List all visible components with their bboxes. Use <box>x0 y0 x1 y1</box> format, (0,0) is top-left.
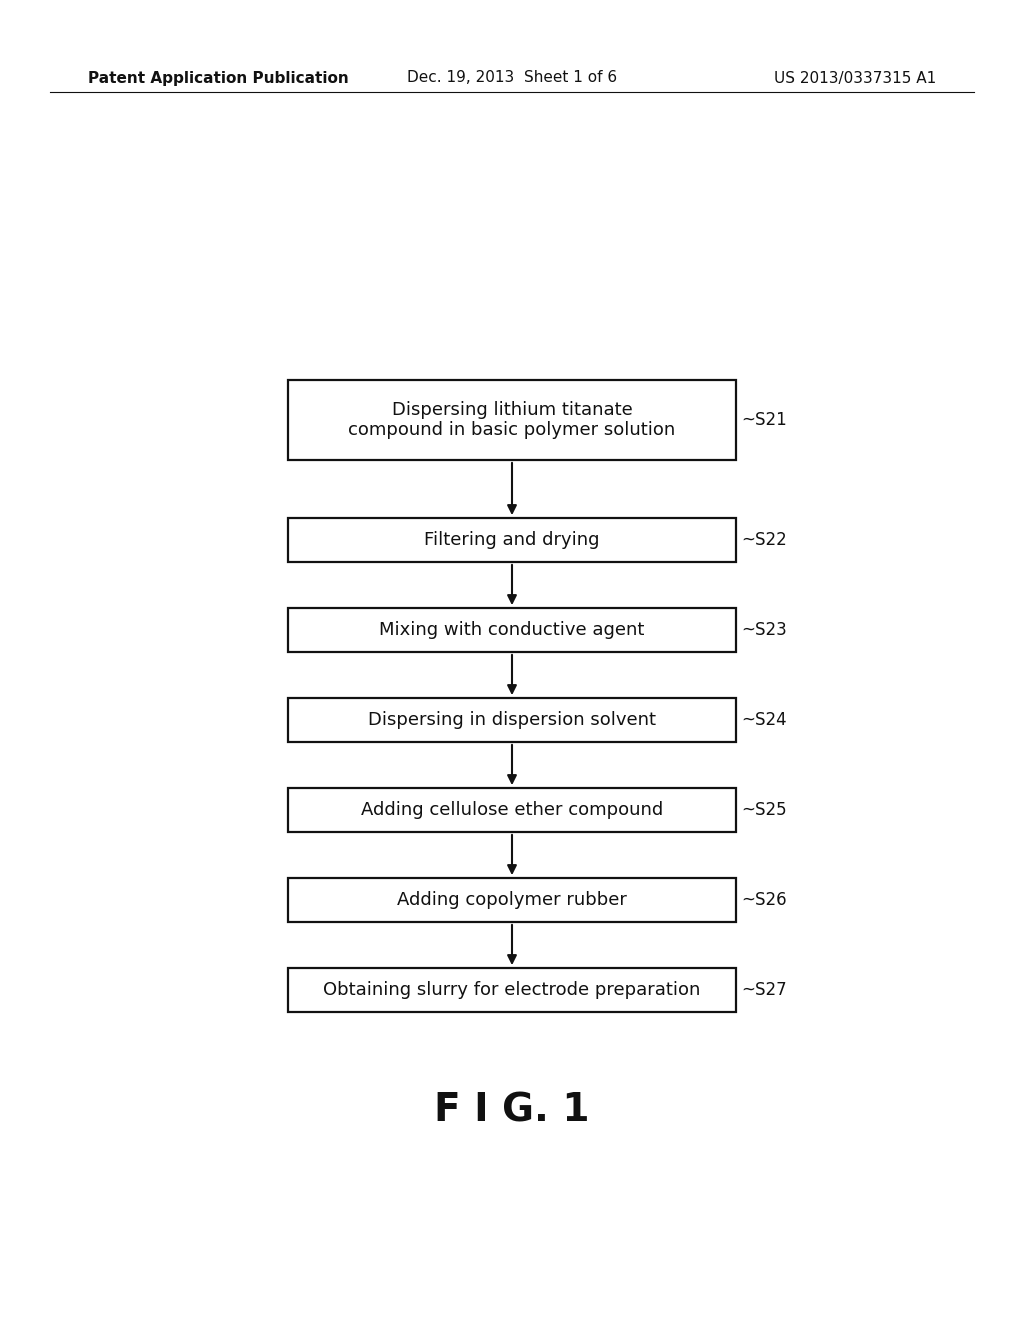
Text: Adding cellulose ether compound: Adding cellulose ether compound <box>360 801 664 818</box>
Text: ~S26: ~S26 <box>741 891 786 909</box>
Bar <box>288 517 736 562</box>
Text: ~S27: ~S27 <box>741 981 786 999</box>
Text: ~S24: ~S24 <box>741 711 786 729</box>
Text: US 2013/0337315 A1: US 2013/0337315 A1 <box>774 70 936 86</box>
Text: ~S21: ~S21 <box>741 411 786 429</box>
Text: Dispersing lithium titanate
compound in basic polymer solution: Dispersing lithium titanate compound in … <box>348 400 676 440</box>
Text: Dispersing in dispersion solvent: Dispersing in dispersion solvent <box>368 711 656 729</box>
Text: Adding copolymer rubber: Adding copolymer rubber <box>397 891 627 909</box>
Bar <box>288 968 736 1012</box>
Bar <box>288 788 736 832</box>
Text: ~S25: ~S25 <box>741 801 786 818</box>
Text: F I G. 1: F I G. 1 <box>434 1092 590 1129</box>
Bar <box>288 698 736 742</box>
Text: ~S22: ~S22 <box>741 531 786 549</box>
Text: Dec. 19, 2013  Sheet 1 of 6: Dec. 19, 2013 Sheet 1 of 6 <box>407 70 617 86</box>
Text: ~S23: ~S23 <box>741 620 786 639</box>
Bar <box>288 878 736 921</box>
Text: Filtering and drying: Filtering and drying <box>424 531 600 549</box>
Bar <box>288 609 736 652</box>
Bar <box>288 380 736 459</box>
Text: Mixing with conductive agent: Mixing with conductive agent <box>379 620 645 639</box>
Text: Obtaining slurry for electrode preparation: Obtaining slurry for electrode preparati… <box>324 981 700 999</box>
Text: Patent Application Publication: Patent Application Publication <box>88 70 349 86</box>
